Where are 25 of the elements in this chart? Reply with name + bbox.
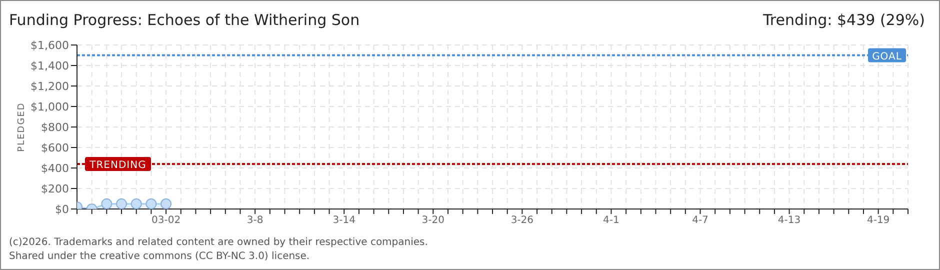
y-tick-label: $400 bbox=[41, 162, 69, 175]
y-tick-label: $1,600 bbox=[30, 38, 69, 52]
y-tick-label: $1,000 bbox=[30, 100, 69, 114]
y-tick-label: $1,400 bbox=[30, 59, 69, 72]
x-tick-label: 03-02 bbox=[152, 215, 181, 226]
y-tick-label: $0 bbox=[55, 202, 69, 216]
ref-line-label: TRENDING bbox=[88, 160, 146, 172]
x-tick-label: 4-19 bbox=[866, 215, 890, 226]
x-tick-label: 4-1 bbox=[603, 215, 620, 226]
y-tick-label: $800 bbox=[41, 120, 69, 134]
chart-title: Funding Progress: Echoes of the Withering Son bbox=[9, 11, 360, 29]
text: Shared under the creative commons (CC BY-NC 3.0) license. bbox=[9, 251, 310, 262]
x-tick-label: 4-7 bbox=[692, 215, 708, 226]
y-tick-label: $600 bbox=[41, 141, 69, 154]
x-tick-label: 4-13 bbox=[778, 215, 801, 226]
x-tick-label: 3-14 bbox=[332, 215, 356, 226]
x-tick-label: 3-8 bbox=[246, 215, 264, 226]
text: (c)2026. Trademarks and related content are owned by their respective companies. bbox=[9, 237, 428, 248]
ref-line-label: GOAL bbox=[872, 51, 902, 62]
y-axis-title: PLEDGED bbox=[17, 102, 28, 152]
x-tick-label: 3-20 bbox=[422, 215, 444, 226]
y-tick-label: $1,200 bbox=[30, 80, 69, 93]
y-tick-label: $200 bbox=[41, 182, 69, 196]
chart-subtitle: Trending: $439 (29%) bbox=[762, 11, 925, 29]
x-tick-label: 3-26 bbox=[510, 215, 534, 226]
